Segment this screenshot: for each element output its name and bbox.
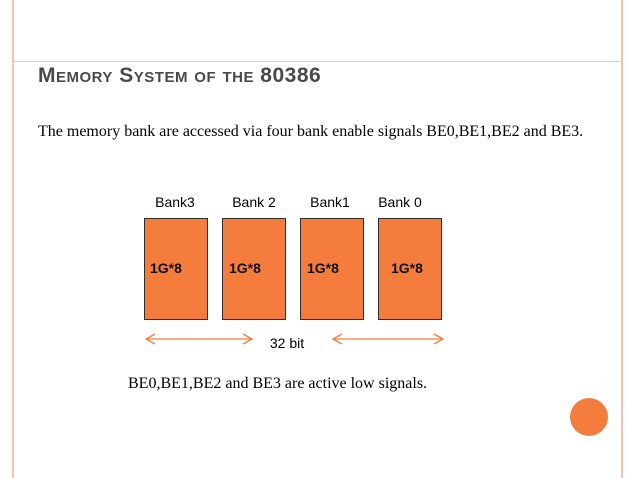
bank-box-3 bbox=[144, 218, 208, 320]
slide-frame-left bbox=[12, 0, 14, 478]
bank-box-2 bbox=[222, 218, 286, 320]
decorative-circle bbox=[570, 398, 608, 436]
slide-note: BE0,BE1,BE2 and BE3 are active low signa… bbox=[128, 375, 428, 392]
bank-size-3: 1G*8 bbox=[150, 260, 182, 276]
bank-size-0: 1G*8 bbox=[391, 260, 423, 276]
width-arrow-right-head bbox=[331, 333, 343, 345]
slide-title: Memory System of the 80386 bbox=[38, 64, 322, 87]
bus-width-label: 32 bit bbox=[269, 335, 305, 351]
bank-label-0: Bank 0 bbox=[378, 194, 422, 210]
bank-size-1: 1G*8 bbox=[307, 260, 339, 276]
bank-box-0 bbox=[378, 218, 442, 320]
bank-label-3: Bank3 bbox=[155, 194, 195, 210]
bank-label-2: Bank 2 bbox=[232, 194, 276, 210]
width-arrow-left-head bbox=[144, 333, 156, 345]
title-rule bbox=[12, 61, 623, 62]
width-arrow-left-tail bbox=[242, 333, 254, 345]
bank-label-1: Bank1 bbox=[310, 194, 350, 210]
bank-size-2: 1G*8 bbox=[229, 260, 261, 276]
bank-box-1 bbox=[300, 218, 364, 320]
width-arrow-right-tail bbox=[433, 333, 445, 345]
slide-frame-right bbox=[621, 0, 623, 478]
slide-body-text: The memory bank are accessed via four ba… bbox=[38, 123, 584, 140]
